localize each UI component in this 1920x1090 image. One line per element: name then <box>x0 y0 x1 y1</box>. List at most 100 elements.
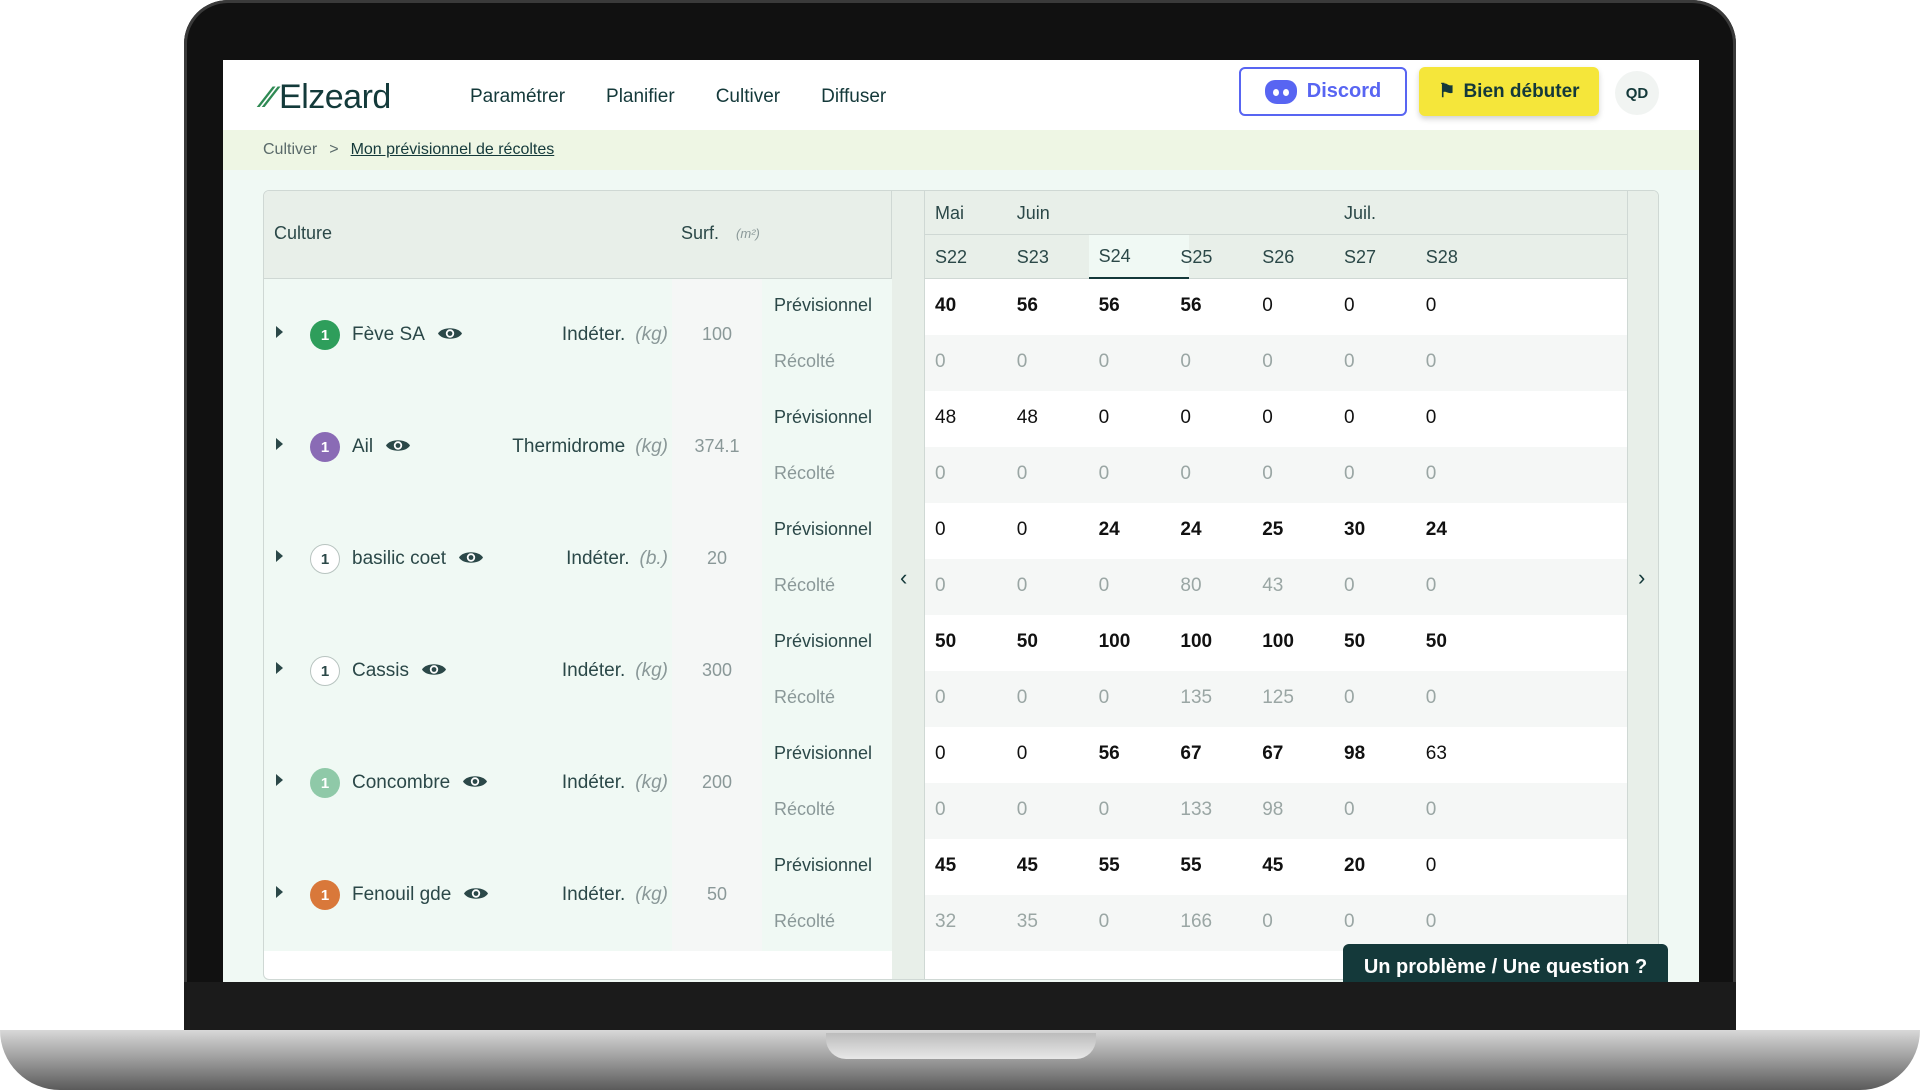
breadcrumb-current[interactable]: Mon prévisionnel de récoltes <box>350 141 555 158</box>
forecast-value[interactable]: 48 <box>1016 407 1038 428</box>
forecast-value[interactable]: 56 <box>1098 295 1120 316</box>
chevron-right-icon[interactable]: › <box>1638 565 1646 590</box>
forecast-value[interactable]: 20 <box>1344 855 1366 876</box>
forecast-value[interactable]: 56 <box>1180 295 1202 316</box>
crop-name[interactable]: Fenouil gde <box>352 884 452 905</box>
harvested-value[interactable]: 0 <box>935 799 946 820</box>
forecast-value[interactable]: 55 <box>1180 855 1202 876</box>
nav-item-diffuser[interactable]: Diffuser <box>821 86 887 107</box>
harvested-value[interactable]: 0 <box>1180 351 1191 372</box>
harvested-value[interactable]: 0 <box>1344 799 1355 820</box>
forecast-value[interactable]: 55 <box>1098 855 1120 876</box>
eye-icon[interactable] <box>462 773 488 790</box>
harvested-value[interactable]: 0 <box>1262 463 1273 484</box>
help-button[interactable]: Un problème / Une question ? <box>1343 944 1668 982</box>
nav-item-parametrer[interactable]: Paramétrer <box>470 86 566 107</box>
forecast-value[interactable]: 0 <box>1425 855 1437 876</box>
expand-caret-icon[interactable] <box>276 326 283 338</box>
forecast-value[interactable]: 0 <box>935 743 946 764</box>
forecast-value[interactable]: 24 <box>1180 519 1202 540</box>
forecast-value[interactable]: 0 <box>1016 743 1028 764</box>
forecast-value[interactable]: 100 <box>1262 631 1294 652</box>
forecast-value[interactable]: 50 <box>1344 631 1366 652</box>
breadcrumb-parent[interactable]: Cultiver <box>263 141 318 158</box>
week-header-s24[interactable]: S24 <box>1088 235 1189 279</box>
crop-name[interactable]: Concombre <box>352 772 451 793</box>
forecast-value[interactable]: 67 <box>1180 743 1202 764</box>
forecast-value[interactable]: 48 <box>935 407 957 428</box>
harvested-value[interactable]: 0 <box>1344 351 1355 372</box>
forecast-value[interactable]: 100 <box>1180 631 1213 652</box>
harvested-value[interactable]: 0 <box>1098 463 1110 484</box>
forecast-value[interactable]: 67 <box>1262 743 1284 764</box>
harvested-value[interactable]: 0 <box>935 575 946 596</box>
harvested-value[interactable]: 0 <box>1425 687 1437 708</box>
harvested-value[interactable]: 166 <box>1180 911 1213 932</box>
harvested-value[interactable]: 0 <box>1262 351 1273 372</box>
forecast-value[interactable]: 45 <box>1262 855 1284 876</box>
week-header-s26[interactable]: S26 <box>1262 247 1295 267</box>
forecast-value[interactable]: 63 <box>1425 743 1447 764</box>
harvested-value[interactable]: 0 <box>1425 575 1437 596</box>
harvested-value[interactable]: 0 <box>1016 799 1028 820</box>
chevron-left-icon[interactable]: ‹ <box>900 565 908 590</box>
crop-name[interactable]: Fève SA <box>352 324 425 345</box>
eye-icon[interactable] <box>385 437 411 454</box>
harvested-value[interactable]: 125 <box>1262 687 1294 708</box>
harvested-value[interactable]: 43 <box>1262 575 1284 596</box>
forecast-value[interactable]: 30 <box>1344 519 1366 540</box>
forecast-value[interactable]: 0 <box>1344 407 1355 428</box>
harvested-value[interactable]: 0 <box>1016 687 1028 708</box>
harvested-value[interactable]: 0 <box>1344 911 1355 932</box>
forecast-value[interactable]: 100 <box>1098 631 1131 652</box>
harvested-value[interactable]: 0 <box>1098 575 1110 596</box>
eye-icon[interactable] <box>437 325 463 342</box>
harvested-value[interactable]: 0 <box>1425 799 1437 820</box>
forecast-value[interactable]: 0 <box>1344 295 1355 316</box>
forecast-value[interactable]: 25 <box>1262 519 1284 540</box>
expand-caret-icon[interactable] <box>276 774 283 786</box>
harvested-value[interactable]: 98 <box>1262 799 1284 820</box>
harvested-value[interactable]: 0 <box>1344 687 1355 708</box>
expand-caret-icon[interactable] <box>276 886 283 898</box>
harvested-value[interactable]: 0 <box>935 687 946 708</box>
harvested-value[interactable]: 0 <box>1425 463 1437 484</box>
forecast-value[interactable]: 40 <box>935 295 957 316</box>
crop-name[interactable]: Ail <box>352 436 374 457</box>
forecast-value[interactable]: 45 <box>935 855 957 876</box>
forecast-value[interactable]: 0 <box>1425 295 1437 316</box>
eye-icon[interactable] <box>458 549 484 566</box>
harvested-value[interactable]: 0 <box>1016 351 1028 372</box>
harvested-value[interactable]: 0 <box>1016 575 1028 596</box>
week-header-s28[interactable]: S28 <box>1425 247 1458 267</box>
nav-item-cultiver[interactable]: Cultiver <box>715 86 781 107</box>
harvested-value[interactable]: 0 <box>1098 799 1110 820</box>
harvested-value[interactable]: 0 <box>1098 911 1110 932</box>
harvested-value[interactable]: 135 <box>1180 687 1213 708</box>
forecast-value[interactable]: 0 <box>1098 407 1110 428</box>
harvested-value[interactable]: 0 <box>1016 463 1028 484</box>
forecast-value[interactable]: 98 <box>1344 743 1366 764</box>
forecast-value[interactable]: 50 <box>1016 631 1038 652</box>
harvested-value[interactable]: 0 <box>1098 687 1110 708</box>
week-header-s27[interactable]: S27 <box>1344 247 1377 267</box>
harvested-value[interactable]: 35 <box>1016 911 1038 932</box>
week-header-s22[interactable]: S22 <box>935 247 968 267</box>
expand-caret-icon[interactable] <box>276 550 283 562</box>
forecast-value[interactable]: 0 <box>1262 295 1273 316</box>
eye-icon[interactable] <box>421 661 447 678</box>
eye-icon[interactable] <box>463 885 489 902</box>
forecast-value[interactable]: 24 <box>1098 519 1120 540</box>
forecast-value[interactable]: 56 <box>1098 743 1120 764</box>
expand-caret-icon[interactable] <box>276 662 283 674</box>
harvested-value[interactable]: 0 <box>1344 463 1355 484</box>
harvested-value[interactable]: 32 <box>935 911 957 932</box>
nav-item-planifier[interactable]: Planifier <box>606 86 675 107</box>
forecast-value[interactable]: 0 <box>1016 519 1028 540</box>
harvested-value[interactable]: 0 <box>1425 351 1437 372</box>
harvested-value[interactable]: 0 <box>935 351 946 372</box>
week-header-s23[interactable]: S23 <box>1016 247 1049 267</box>
forecast-value[interactable]: 50 <box>935 631 957 652</box>
forecast-value[interactable]: 45 <box>1016 855 1038 876</box>
forecast-value[interactable]: 0 <box>1425 407 1437 428</box>
